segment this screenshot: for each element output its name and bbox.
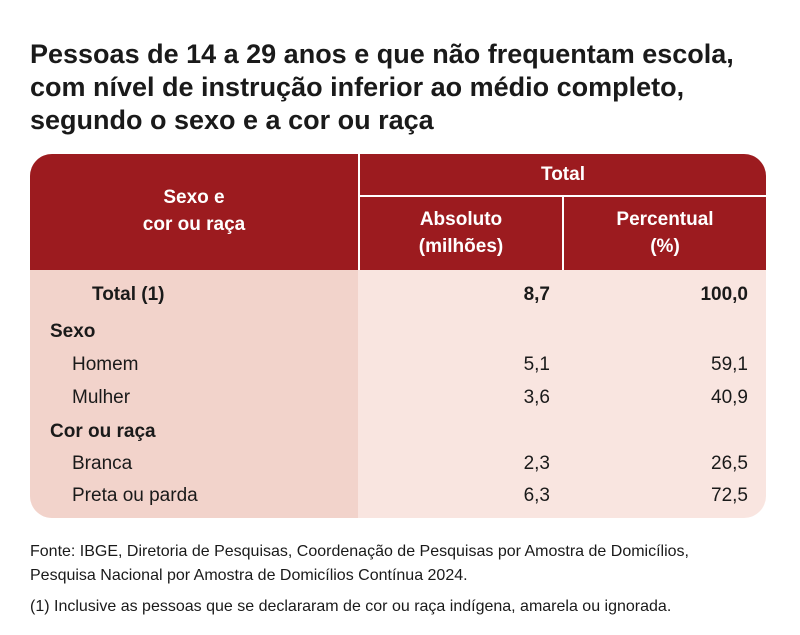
percent-value: 59,1	[711, 354, 748, 375]
table-row: Branca 2,3 26,5	[30, 447, 766, 480]
chart-title: Pessoas de 14 a 29 anos e que não freque…	[30, 38, 780, 137]
title-line: Pessoas de 14 a 29 anos e que não freque…	[30, 39, 734, 69]
header-line: (milhões)	[418, 236, 504, 257]
absolute-value: 2,3	[523, 453, 550, 474]
header-line: (%)	[650, 236, 680, 257]
row-label: Mulher	[72, 387, 131, 408]
absolute-value: 5,1	[523, 354, 550, 375]
percent-value: 40,9	[711, 387, 748, 408]
table-row: Homem 5,1 59,1	[30, 348, 766, 381]
row-label: Total (1)	[92, 284, 165, 305]
table-row: Mulher 3,6 40,9	[30, 381, 766, 414]
group-label: Cor ou raça	[50, 421, 156, 442]
header-divider	[360, 195, 766, 197]
row-label: Preta ou parda	[72, 485, 198, 506]
group-label: Sexo	[50, 321, 96, 342]
table-group-row: Cor ou raça	[30, 415, 766, 448]
source-line: Pesquisa Nacional por Amostra de Domicíl…	[30, 567, 468, 584]
table-row: Preta ou parda 6,3 72,5	[30, 479, 766, 512]
row-label: Homem	[72, 354, 139, 375]
header-line: Absoluto	[419, 209, 503, 230]
header-line: Percentual	[616, 209, 714, 230]
row-label-header: Sexo e cor ou raça	[30, 184, 358, 238]
header-divider	[358, 154, 360, 270]
percent-value: 72,5	[711, 485, 748, 506]
source-note: Fonte: IBGE, Diretoria de Pesquisas, Coo…	[30, 540, 689, 588]
percent-value: 26,5	[711, 453, 748, 474]
table-group-row: Sexo	[30, 315, 766, 348]
header-divider	[562, 197, 564, 270]
percent-value: 100,0	[700, 284, 748, 305]
footnote: (1) Inclusive as pessoas que se declarar…	[30, 598, 672, 615]
table-row-total: Total (1) 8,7 100,0	[30, 278, 766, 311]
percent-column-header: Percentual (%)	[564, 206, 766, 260]
group-header: Total	[541, 164, 585, 185]
absolute-column-header: Absoluto (milhões)	[360, 206, 562, 260]
absolute-value: 6,3	[523, 485, 550, 506]
title-line: segundo o sexo e a cor ou raça	[30, 105, 434, 135]
header-line: cor ou raça	[142, 214, 246, 235]
table-header	[30, 154, 766, 270]
title-line: com nível de instrução inferior ao médio…	[30, 72, 685, 102]
row-label: Branca	[72, 453, 133, 474]
data-table: Sexo e cor ou raça Total Absoluto (milhõ…	[30, 154, 766, 518]
absolute-value: 8,7	[523, 284, 550, 305]
source-line: Fonte: IBGE, Diretoria de Pesquisas, Coo…	[30, 543, 689, 560]
header-line: Sexo e	[163, 187, 225, 208]
absolute-value: 3,6	[523, 387, 550, 408]
